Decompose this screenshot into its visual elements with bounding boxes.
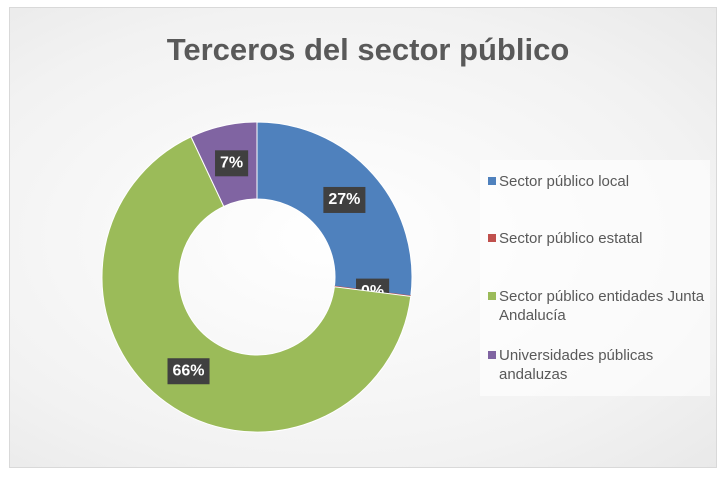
legend-label: Universidades públicas andaluzas: [499, 347, 654, 383]
data-label-text: 7%: [220, 155, 243, 172]
data-label-text: 27%: [328, 191, 360, 208]
legend-swatch: [488, 351, 496, 359]
legend-label: Sector público local: [499, 173, 630, 190]
data-label-box: [323, 186, 366, 213]
data-label: 7%: [215, 150, 249, 177]
data-label: 66%: [167, 358, 210, 385]
legend: Sector público local Sector público estat…: [480, 160, 710, 396]
chart-title: Terceros del sector público: [167, 32, 570, 67]
data-label: 27%: [323, 186, 366, 213]
data-label-box: [167, 358, 210, 385]
legend-label: Sector público entidades Junta Andalucía: [499, 288, 705, 324]
legend-label: Sector público estatal: [499, 230, 643, 247]
legend-swatch: [488, 177, 496, 185]
legend-swatch: [488, 234, 496, 242]
data-label-text: 66%: [173, 362, 205, 379]
legend-swatch: [488, 292, 496, 300]
data-label-box: [215, 150, 249, 177]
donut-slice: [101, 136, 412, 433]
